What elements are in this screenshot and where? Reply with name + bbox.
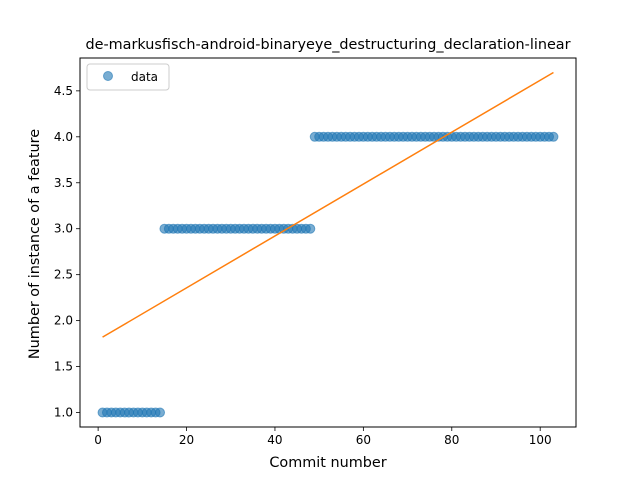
x-tick-label: 60 xyxy=(356,433,371,447)
y-axis-label: Number of instance of a feature xyxy=(27,129,43,359)
y-tick-label: 3.5 xyxy=(54,176,73,190)
plot-frame xyxy=(79,57,577,428)
x-tick-label: 100 xyxy=(529,433,552,447)
data-point xyxy=(305,223,316,234)
legend-label-data: data xyxy=(131,70,158,84)
legend: data xyxy=(86,63,170,91)
data-point xyxy=(155,407,166,418)
y-tick-label: 4.0 xyxy=(54,130,73,144)
y-tick-label: 1.0 xyxy=(54,406,73,420)
y-tick-label: 2.0 xyxy=(54,314,73,328)
x-axis-ticks: 0 20 40 60 80 100 xyxy=(94,427,552,447)
x-tick-label: 0 xyxy=(94,433,102,447)
linear-fit-line xyxy=(102,71,554,338)
x-tick-label: 20 xyxy=(179,433,194,447)
y-tick-label: 3.0 xyxy=(54,222,73,236)
x-axis-label: Commit number xyxy=(269,455,386,471)
chart-title: de-markusfisch-android-binaryeye_destruc… xyxy=(85,37,570,53)
x-tick-label: 40 xyxy=(267,433,282,447)
y-tick-label: 1.5 xyxy=(54,360,73,374)
y-tick-label: 4.5 xyxy=(54,84,73,98)
y-tick-label: 2.5 xyxy=(54,268,73,282)
plot-marks xyxy=(97,71,559,418)
x-tick-label: 80 xyxy=(444,433,459,447)
data-point xyxy=(548,131,559,142)
legend-box xyxy=(86,63,170,91)
y-axis-ticks: 1.0 1.5 2.0 2.5 3.0 3.5 4.0 4.5 xyxy=(54,84,80,420)
legend-marker-data xyxy=(103,71,113,81)
